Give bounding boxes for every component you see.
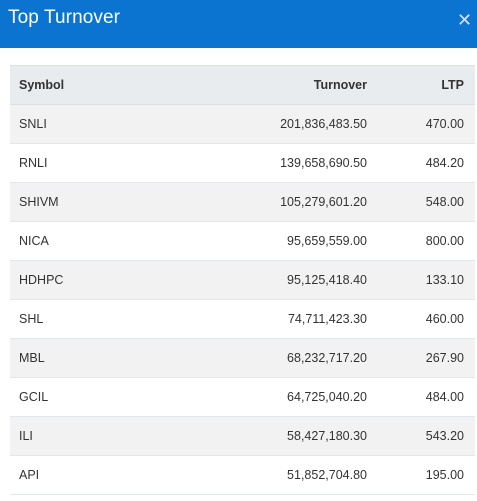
column-header-turnover[interactable]: Turnover [148, 65, 383, 105]
cell-turnover: 95,659,559.00 [148, 221, 383, 261]
column-header-symbol[interactable]: Symbol [10, 65, 148, 105]
cell-ltp: 543.20 [383, 416, 475, 456]
table-header-row: Symbol Turnover LTP [10, 65, 475, 105]
cell-turnover: 74,711,423.30 [148, 299, 383, 339]
cell-turnover: 105,279,601.20 [148, 182, 383, 222]
cell-ltp: 460.00 [383, 299, 475, 339]
cell-turnover: 95,125,418.40 [148, 260, 383, 300]
cell-turnover: 64,725,040.20 [148, 377, 383, 417]
cell-ltp: 133.10 [383, 260, 475, 300]
cell-ltp: 484.00 [383, 377, 475, 417]
cell-symbol: HDHPC [10, 260, 148, 300]
close-icon[interactable]: ✕ [457, 10, 473, 30]
cell-symbol: API [10, 455, 148, 495]
table-row: SHIVM 105,279,601.20 548.00 [10, 182, 475, 222]
table-row: MBL 68,232,717.20 267.90 [10, 338, 475, 378]
cell-symbol: NICA [10, 221, 148, 261]
table-row: GCIL 64,725,040.20 484.00 [10, 377, 475, 417]
cell-symbol: MBL [10, 338, 148, 378]
modal-header: Top Turnover ✕ [0, 0, 477, 48]
cell-ltp: 195.00 [383, 455, 475, 495]
cell-ltp: 548.00 [383, 182, 475, 222]
cell-symbol: RNLI [10, 143, 148, 183]
column-header-ltp[interactable]: LTP [383, 65, 475, 105]
cell-turnover: 51,852,704.80 [148, 455, 383, 495]
table-row: ILI 58,427,180.30 543.20 [10, 416, 475, 456]
cell-turnover: 58,427,180.30 [148, 416, 383, 456]
cell-symbol: SHL [10, 299, 148, 339]
table-row: SHL 74,711,423.30 460.00 [10, 299, 475, 339]
cell-ltp: 484.20 [383, 143, 475, 183]
cell-symbol: GCIL [10, 377, 148, 417]
turnover-table: Symbol Turnover LTP SNLI 201,836,483.50 … [10, 65, 475, 495]
cell-symbol: ILI [10, 416, 148, 456]
cell-symbol: SNLI [10, 104, 148, 144]
modal-title: Top Turnover [8, 7, 121, 28]
table-row: HDHPC 95,125,418.40 133.10 [10, 260, 475, 300]
table-row: SNLI 201,836,483.50 470.00 [10, 104, 475, 144]
cell-turnover: 201,836,483.50 [148, 104, 383, 144]
turnover-table-container: Symbol Turnover LTP SNLI 201,836,483.50 … [10, 65, 475, 495]
cell-ltp: 267.90 [383, 338, 475, 378]
cell-ltp: 470.00 [383, 104, 475, 144]
table-row: NICA 95,659,559.00 800.00 [10, 221, 475, 261]
table-row: API 51,852,704.80 195.00 [10, 455, 475, 495]
table-row: RNLI 139,658,690.50 484.20 [10, 143, 475, 183]
cell-turnover: 68,232,717.20 [148, 338, 383, 378]
cell-symbol: SHIVM [10, 182, 148, 222]
cell-turnover: 139,658,690.50 [148, 143, 383, 183]
cell-ltp: 800.00 [383, 221, 475, 261]
